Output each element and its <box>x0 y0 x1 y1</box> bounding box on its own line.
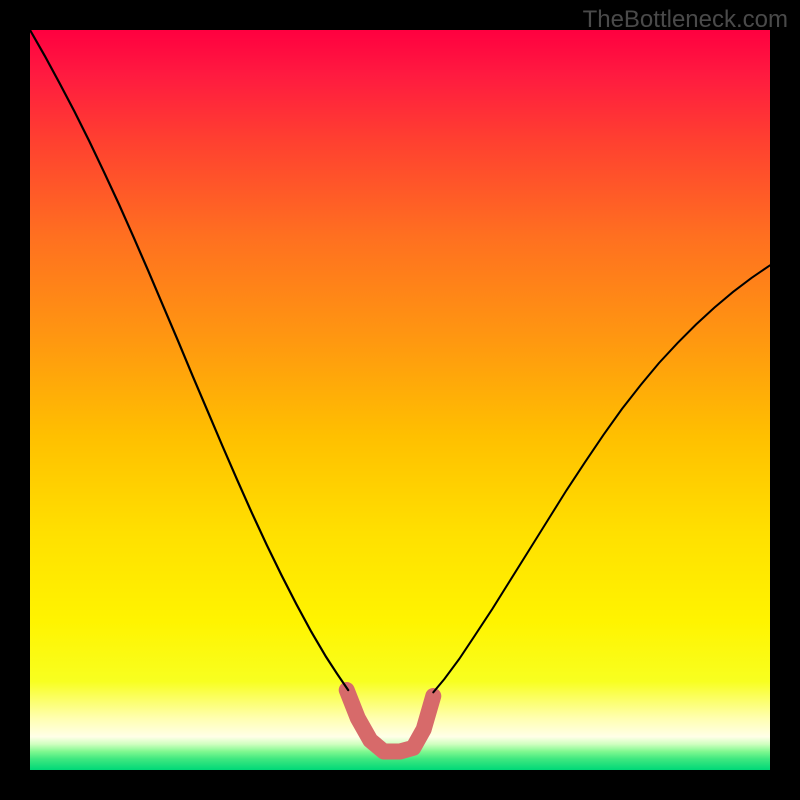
bottleneck-chart <box>0 0 800 800</box>
watermark-text: TheBottleneck.com <box>583 6 788 34</box>
plot-background <box>30 30 770 770</box>
